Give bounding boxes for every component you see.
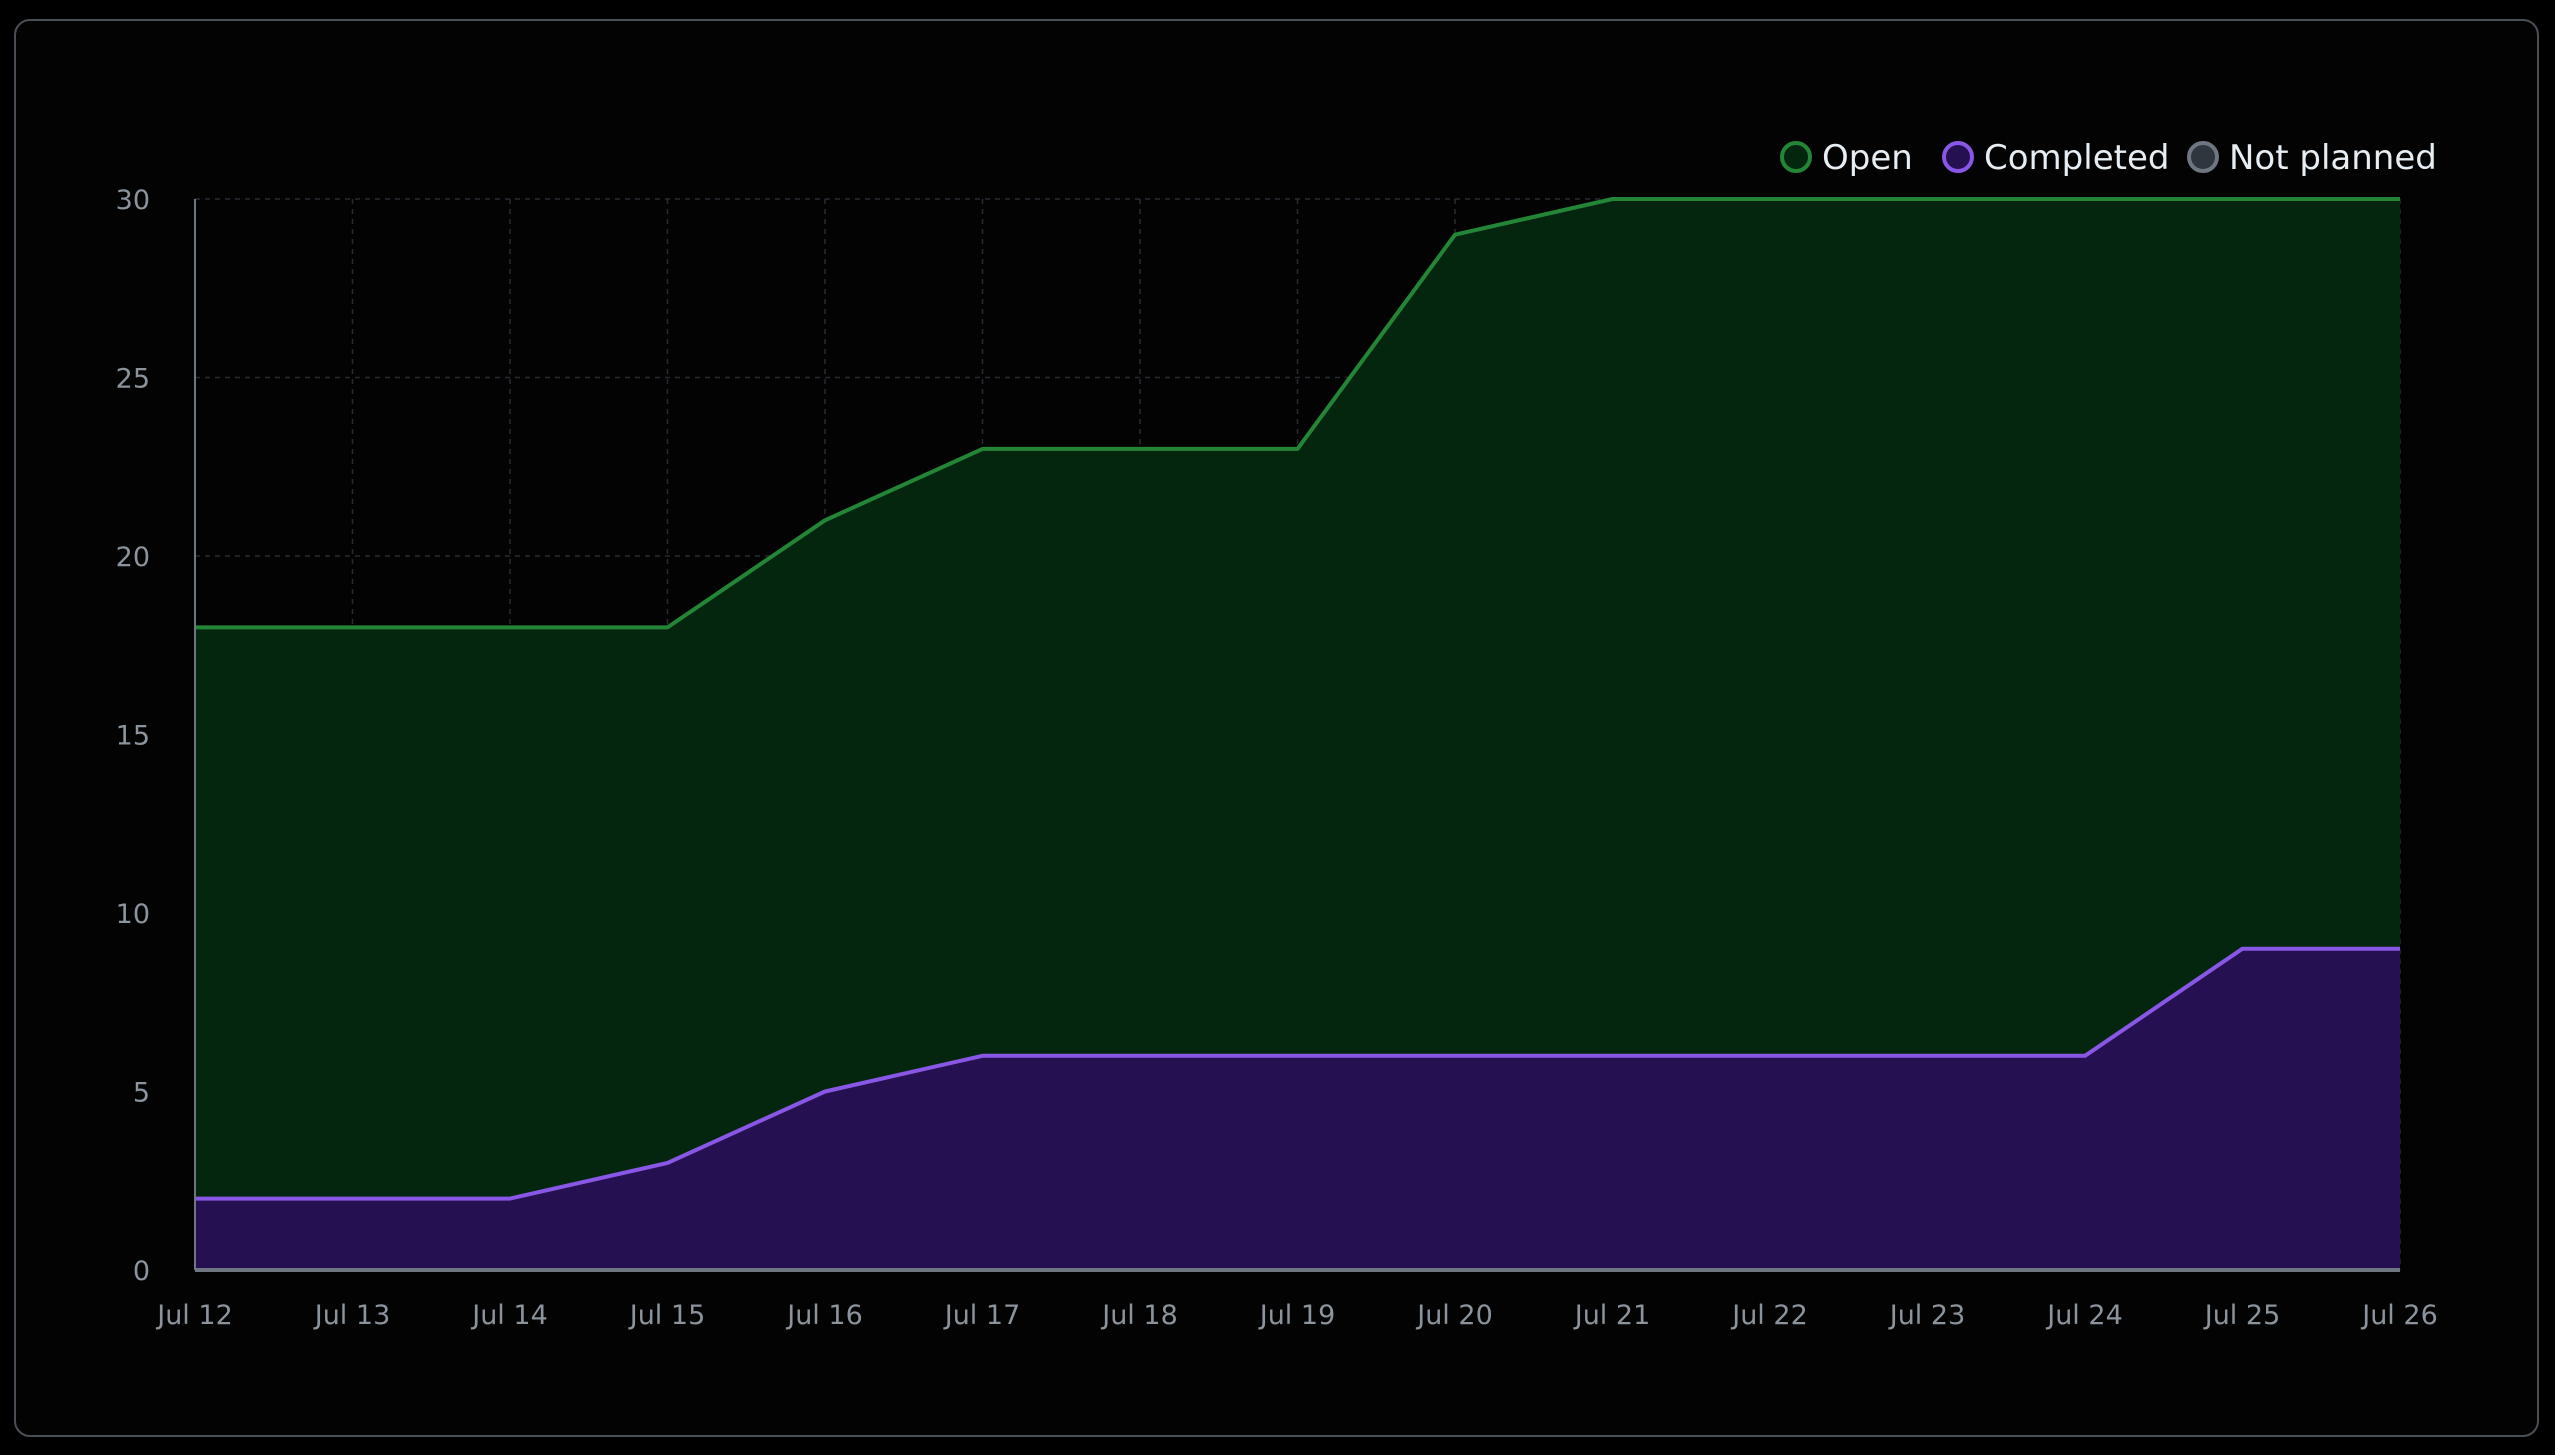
series-line-0 (195, 197, 2400, 630)
x-tick-label: Jul 26 (2360, 1300, 2438, 1331)
y-tick-label: 15 (116, 721, 150, 752)
x-tick-label: Jul 23 (1888, 1300, 1966, 1331)
y-tick-label: 10 (116, 899, 150, 930)
legend-label: Open (1822, 138, 1913, 178)
series-area-1 (195, 948, 2400, 1270)
x-tick-label: Jul 15 (628, 1300, 706, 1331)
x-tick-label: Jul 14 (470, 1300, 548, 1331)
legend-marker-icon (1780, 141, 1812, 173)
legend-label: Not planned (2229, 138, 2437, 178)
legend-marker-icon (2187, 141, 2219, 173)
y-tick-label: 0 (133, 1256, 150, 1287)
y-tick-label: 30 (116, 185, 150, 216)
x-tick-label: Jul 18 (1100, 1300, 1178, 1331)
y-tick-label: 25 (116, 364, 150, 395)
x-tick-label: Jul 21 (1573, 1300, 1651, 1331)
legend-label: Completed (1984, 138, 2169, 178)
series-line-1 (195, 946, 2400, 1201)
series-areas (195, 199, 2400, 1270)
x-tick-label: Jul 13 (313, 1300, 391, 1331)
x-tick-label: Jul 16 (785, 1300, 863, 1331)
legend: Open Completed Not planned (1780, 138, 2437, 178)
axes: 0 5 10 15 20 25 30 Jul 12 Jul 13 Jul 14 Jul 15 Jul … (116, 185, 2438, 1331)
x-tick-label: Jul 20 (1415, 1300, 1493, 1331)
x-tick-label: Jul 12 (155, 1300, 233, 1331)
legend-marker-icon (1942, 141, 1974, 173)
series-area-0 (195, 199, 2400, 1270)
x-tick-label: Jul 24 (2045, 1300, 2123, 1331)
x-tick-label: Jul 22 (1730, 1300, 1808, 1331)
y-tick-label: 20 (116, 542, 150, 573)
x-tick-label: Jul 19 (1258, 1300, 1336, 1331)
x-tick-label: Jul 25 (2203, 1300, 2281, 1331)
x-tick-label: Jul 17 (943, 1300, 1021, 1331)
y-tick-label: 5 (133, 1078, 150, 1109)
